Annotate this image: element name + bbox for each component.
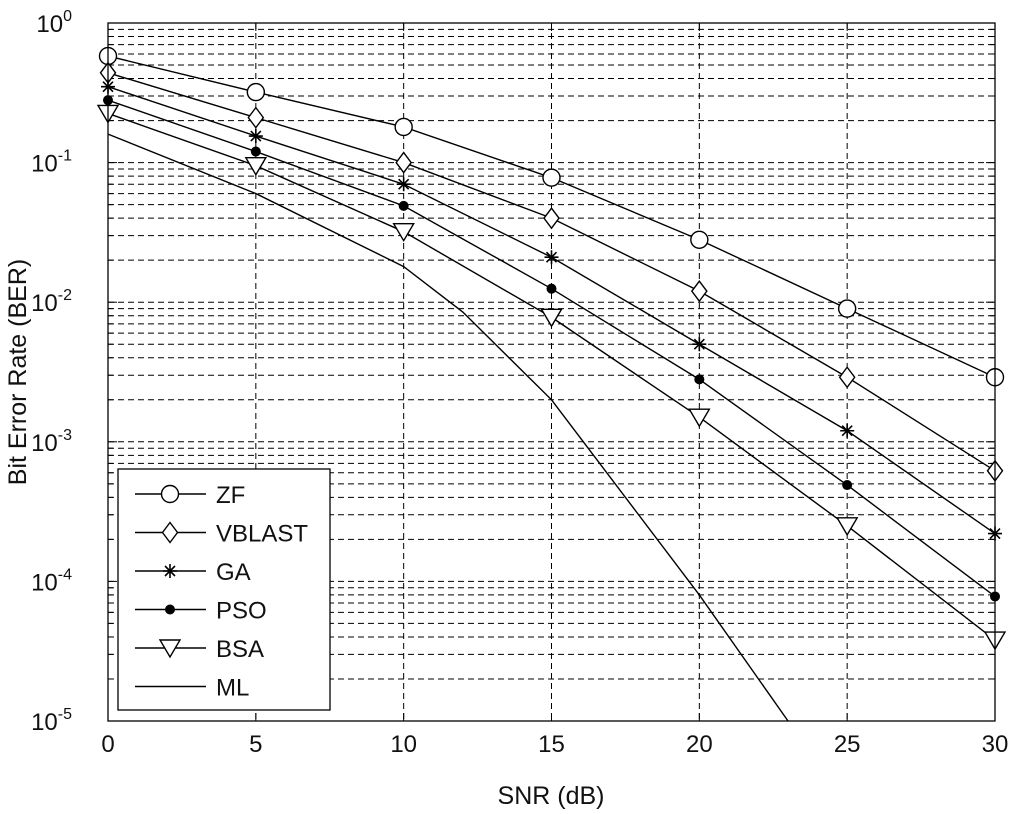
marker-diamond [838, 366, 856, 389]
y-tick-label-base: 10 [36, 11, 63, 38]
marker-star [248, 129, 263, 144]
x-tick-label: 15 [538, 731, 565, 758]
legend-label: ML [216, 675, 249, 702]
legend-item-pso: PSO [135, 598, 267, 625]
y-tick-label-base: 10 [31, 290, 58, 317]
marker-circle [246, 82, 266, 102]
y-tick-label-base: 10 [31, 151, 58, 178]
y-tick-label-exponent: 0 [63, 8, 72, 25]
series-ml [107, 133, 789, 722]
series-zf [98, 46, 1005, 387]
y-tick-label: 10-5 [31, 706, 72, 736]
y-tick-label: 10-1 [31, 148, 72, 178]
marker-circle [542, 168, 561, 187]
marker-star [396, 177, 411, 192]
y-axis-label: Bit Error Rate (BER) [4, 259, 32, 485]
y-tick-label-base: 10 [31, 709, 58, 736]
marker-diamond [161, 521, 179, 544]
x-tick-label: 5 [249, 731, 262, 758]
plot-frame [107, 22, 996, 722]
y-tick-label-exponent: -3 [58, 427, 72, 444]
legend-item-bsa: BSA [135, 636, 264, 663]
legend: ZF VBLAST GA PSO BSA ML [117, 468, 331, 711]
marker-dot [398, 200, 409, 211]
marker-circle [160, 484, 180, 504]
marker-star [163, 564, 177, 578]
marker-circle [394, 117, 413, 137]
legend-box [117, 468, 331, 711]
legend-item-ml: ML [135, 675, 249, 702]
y-tick-label-exponent: -5 [58, 706, 72, 723]
x-tick-label: 0 [101, 731, 114, 758]
marker-star [544, 250, 559, 265]
marker-star [840, 423, 855, 438]
marker-diamond [395, 151, 413, 174]
marker-triangle-down [392, 222, 415, 243]
y-tick-label-exponent: -2 [58, 287, 72, 304]
legend-label: ZF [216, 482, 245, 509]
y-tick-label: 10-2 [31, 287, 72, 317]
marker-dot [250, 146, 261, 157]
legend-item-zf: ZF [135, 482, 245, 509]
y-tick-label-base: 10 [31, 430, 58, 457]
marker-dot [694, 374, 705, 385]
x-axis-label: SNR (dB) [498, 782, 605, 810]
marker-circle [690, 230, 709, 249]
marker-star [692, 337, 707, 352]
x-tick-label: 25 [834, 731, 861, 758]
legend-label: PSO [216, 598, 267, 625]
x-tick-label: 30 [982, 731, 1009, 758]
x-tick-label: 20 [686, 731, 713, 758]
legend-item-vblast: VBLAST [135, 521, 308, 548]
y-tick-label: 10-3 [31, 427, 72, 457]
marker-triangle-down [244, 157, 268, 177]
marker-triangle-down [540, 308, 563, 328]
marker-triangle-down [688, 408, 711, 428]
marker-dot [842, 480, 853, 491]
legend-label: VBLAST [216, 521, 308, 548]
marker-triangle-down [158, 639, 182, 659]
legend-label: GA [216, 559, 251, 586]
y-tick-label-exponent: -4 [58, 566, 72, 583]
x-tick-label: 10 [390, 731, 417, 758]
marker-dot [165, 604, 175, 615]
marker-diamond [690, 279, 708, 303]
legend-item-ga: GA [135, 559, 251, 586]
y-tick-label: 100 [36, 8, 72, 38]
y-tick-label: 10-4 [31, 566, 72, 596]
series-pso [103, 95, 1000, 602]
series-line-ml [107, 133, 789, 722]
marker-triangle-down [835, 517, 859, 537]
y-tick-label-exponent: -1 [58, 148, 72, 165]
marker-diamond [247, 106, 265, 129]
marker-circle [837, 299, 857, 318]
marker-diamond [543, 206, 560, 230]
legend-label: BSA [216, 636, 264, 663]
marker-dot [546, 283, 557, 294]
y-tick-label-base: 10 [31, 569, 58, 596]
